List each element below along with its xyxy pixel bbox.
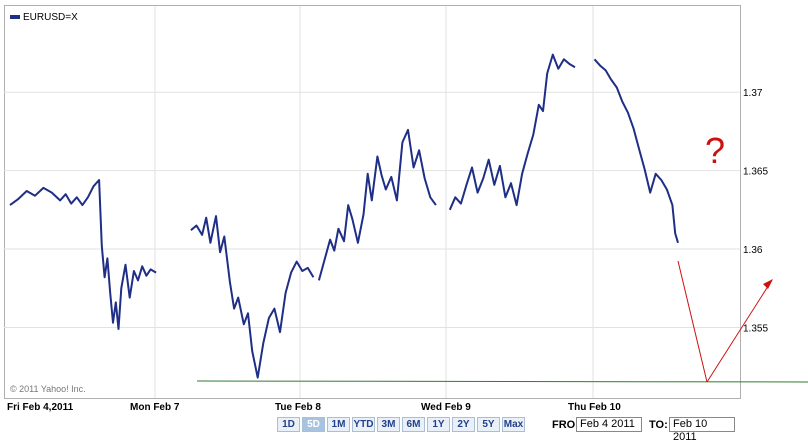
x-tick-label: Mon Feb 7: [130, 402, 180, 413]
from-date-field[interactable]: Feb 4 2011: [576, 417, 642, 432]
to-label: TO:: [649, 419, 668, 431]
range-button-1m[interactable]: 1M: [327, 417, 350, 432]
forecast-arrow-down: [677, 260, 708, 383]
price-line-segment: [593, 58, 679, 244]
chart-title: EURUSD=X: [23, 12, 78, 23]
range-button-5y[interactable]: 5Y: [477, 417, 500, 432]
range-button-5d[interactable]: 5D: [302, 417, 325, 432]
range-button-max[interactable]: Max: [502, 417, 525, 432]
price-chart: EURUSD=X © 2011 Yahoo! Inc. 1.37 1.365 1.3…: [4, 5, 808, 413]
to-date-field[interactable]: Feb 10 2011: [669, 417, 735, 443]
question-annotation: ?: [705, 130, 725, 171]
range-button-6m[interactable]: 6M: [402, 417, 425, 432]
y-tick-label: 1.355: [743, 323, 768, 334]
range-button-2y[interactable]: 2Y: [452, 417, 475, 432]
y-tick-label: 1.36: [743, 245, 763, 256]
x-tick-label: Fri Feb 4,2011: [7, 402, 74, 413]
x-tick-label: Thu Feb 10: [568, 402, 621, 413]
price-line-segment: [448, 53, 576, 211]
x-tick-label: Tue Feb 8: [275, 402, 321, 413]
plot-border: [4, 5, 741, 399]
range-button-ytd[interactable]: YTD: [352, 417, 375, 432]
x-tick-label: Wed Feb 9: [421, 402, 471, 413]
range-selector: 1D 5D 1M YTD 3M 6M 1Y 2Y 5Y Max: [277, 417, 527, 433]
price-line-segment: [9, 179, 157, 330]
range-button-1y[interactable]: 1Y: [427, 417, 450, 432]
copyright-text: © 2011 Yahoo! Inc.: [10, 384, 86, 394]
price-line-segment: [190, 215, 315, 379]
y-tick-label: 1.37: [743, 88, 763, 99]
arrowhead-icon: [763, 279, 773, 289]
price-line-segment: [317, 128, 437, 281]
legend-swatch: [10, 15, 20, 19]
forecast-arrow-up: [706, 279, 773, 383]
range-button-3m[interactable]: 3M: [377, 417, 400, 432]
y-tick-label: 1.365: [743, 167, 768, 178]
range-button-1d[interactable]: 1D: [277, 417, 300, 432]
support-line: [196, 380, 808, 383]
